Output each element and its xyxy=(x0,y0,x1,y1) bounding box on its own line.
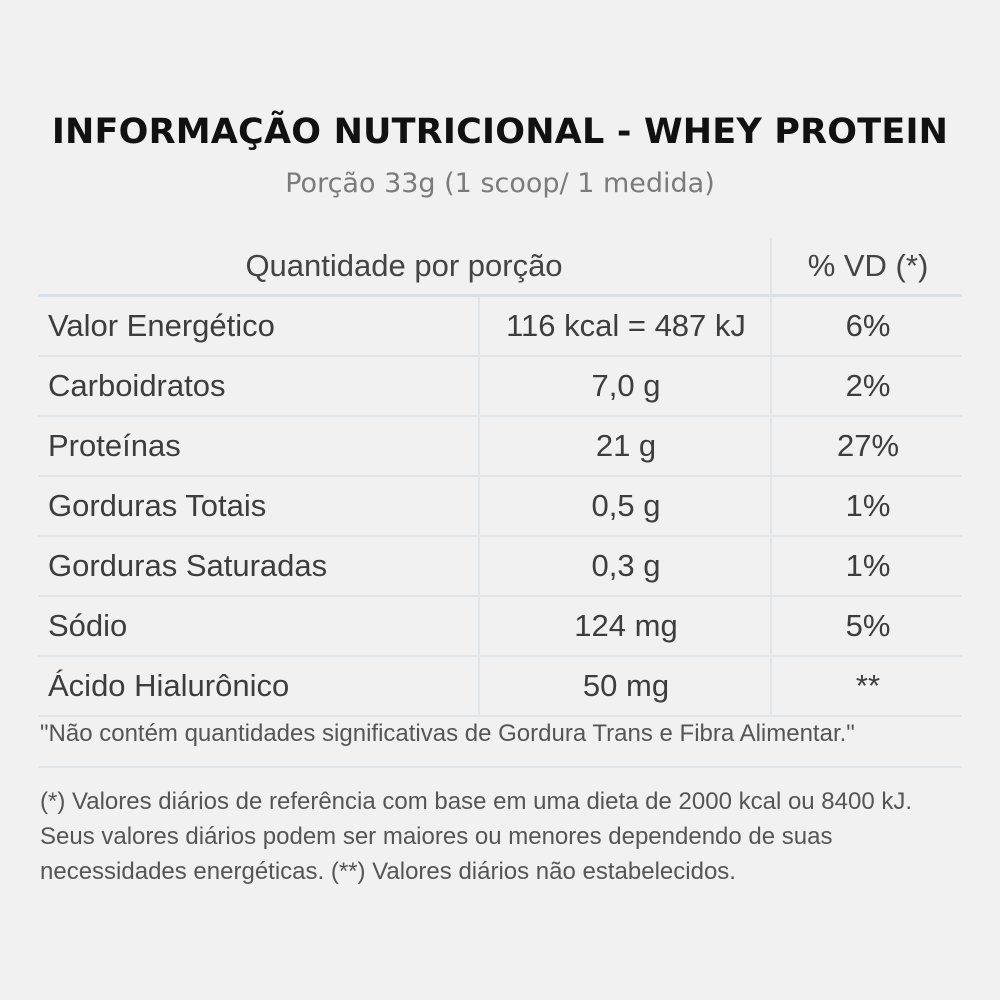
nutrient-vd: 1% xyxy=(770,477,964,535)
trans-fat-note: "Não contém quantidades significativas d… xyxy=(40,720,855,747)
nutrient-vd: ** xyxy=(770,657,964,715)
table-row: Proteínas 21 g 27% xyxy=(38,417,962,477)
nutrient-amount: 124 mg xyxy=(478,597,772,655)
header-vd: % VD (*) xyxy=(770,238,964,294)
nutrition-table: Quantidade por porção % VD (*) Valor Ene… xyxy=(38,238,962,717)
nutrient-vd: 1% xyxy=(770,537,964,595)
nutrient-vd: 6% xyxy=(770,297,964,355)
table-row: Gorduras Saturadas 0,3 g 1% xyxy=(38,537,962,597)
vd-footnote: (*) Valores diários de referência com ba… xyxy=(40,788,913,885)
nutrient-amount: 0,3 g xyxy=(478,537,772,595)
nutrient-name: Valor Energético xyxy=(48,308,275,343)
nutrient-amount: 7,0 g xyxy=(478,357,772,415)
table-row: Ácido Hialurônico 50 mg ** xyxy=(38,657,962,717)
nutrient-name: Proteínas xyxy=(48,428,181,463)
nutrient-name: Gorduras Saturadas xyxy=(48,548,328,583)
nutrient-amount: 0,5 g xyxy=(478,477,772,535)
serving-size: Porção 33g (1 scoop/ 1 medida) xyxy=(285,168,715,199)
nutrient-vd: 2% xyxy=(770,357,964,415)
page-title: INFORMAÇÃO NUTRICIONAL - WHEY PROTEIN xyxy=(51,112,949,152)
table-row: Carboidratos 7,0 g 2% xyxy=(38,357,962,417)
nutrient-name: Ácido Hialurônico xyxy=(48,668,290,703)
nutrient-amount: 21 g xyxy=(478,417,772,475)
divider xyxy=(38,766,962,768)
nutrient-vd: 5% xyxy=(770,597,964,655)
header-quantity: Quantidade por porção xyxy=(245,248,563,283)
nutrient-name: Sódio xyxy=(48,608,128,643)
nutrient-amount: 116 kcal = 487 kJ xyxy=(478,297,772,355)
table-row: Sódio 124 mg 5% xyxy=(38,597,962,657)
table-row: Gorduras Totais 0,5 g 1% xyxy=(38,477,962,537)
nutrient-amount: 50 mg xyxy=(478,657,772,715)
nutrient-vd: 27% xyxy=(770,417,964,475)
table-header: Quantidade por porção % VD (*) xyxy=(38,238,962,297)
table-row: Valor Energético 116 kcal = 487 kJ 6% xyxy=(38,297,962,357)
nutrient-name: Gorduras Totais xyxy=(48,488,267,523)
nutrient-name: Carboidratos xyxy=(48,368,226,403)
